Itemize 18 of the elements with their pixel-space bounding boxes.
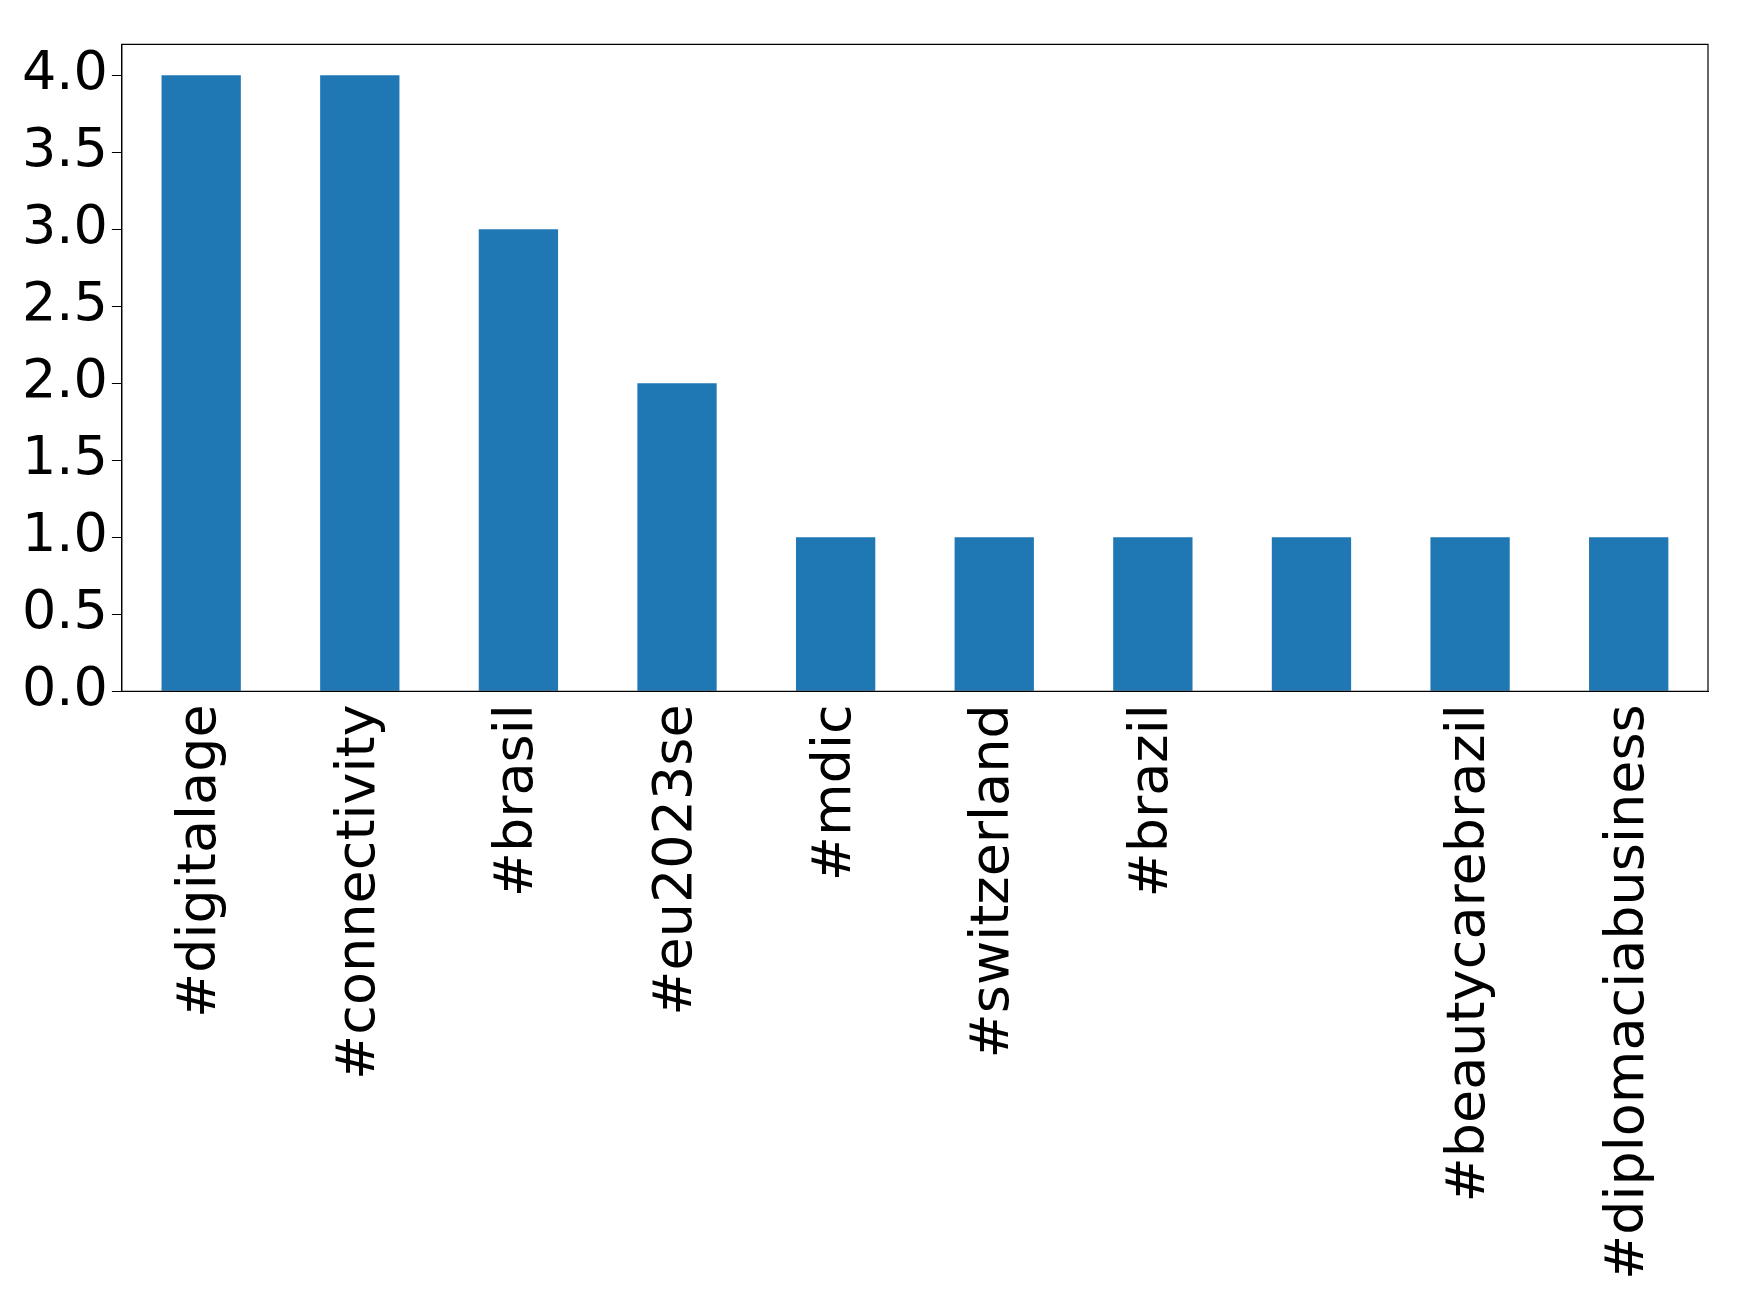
y-tick-label: 3.0 bbox=[21, 193, 108, 257]
y-tick-label: 2.0 bbox=[21, 347, 108, 411]
x-tick-label: #diplomaciabusiness bbox=[1592, 704, 1656, 1281]
y-tick-label: 0.5 bbox=[21, 578, 108, 642]
x-tick-label: #brasil bbox=[482, 704, 546, 898]
y-tick-label: 1.5 bbox=[21, 424, 108, 488]
x-tick-label: #eu2023se bbox=[641, 704, 705, 1016]
y-tick-label: 3.5 bbox=[21, 116, 108, 180]
x-tick-label: #mdic bbox=[799, 704, 863, 882]
x-tick-label: #digitalage bbox=[165, 704, 229, 1018]
x-tick-label: #brazil bbox=[1116, 704, 1180, 898]
x-tick-label: #switzerland bbox=[958, 704, 1022, 1059]
y-tick-label: 1.0 bbox=[21, 501, 108, 565]
y-tick-label: 0.0 bbox=[21, 655, 108, 719]
x-tick-label: #connectivity bbox=[323, 704, 387, 1080]
y-tick-label: 4.0 bbox=[21, 39, 108, 103]
y-tick-label: 2.5 bbox=[21, 270, 108, 334]
x-tick-label: #beautycarebrazil bbox=[1434, 704, 1498, 1203]
